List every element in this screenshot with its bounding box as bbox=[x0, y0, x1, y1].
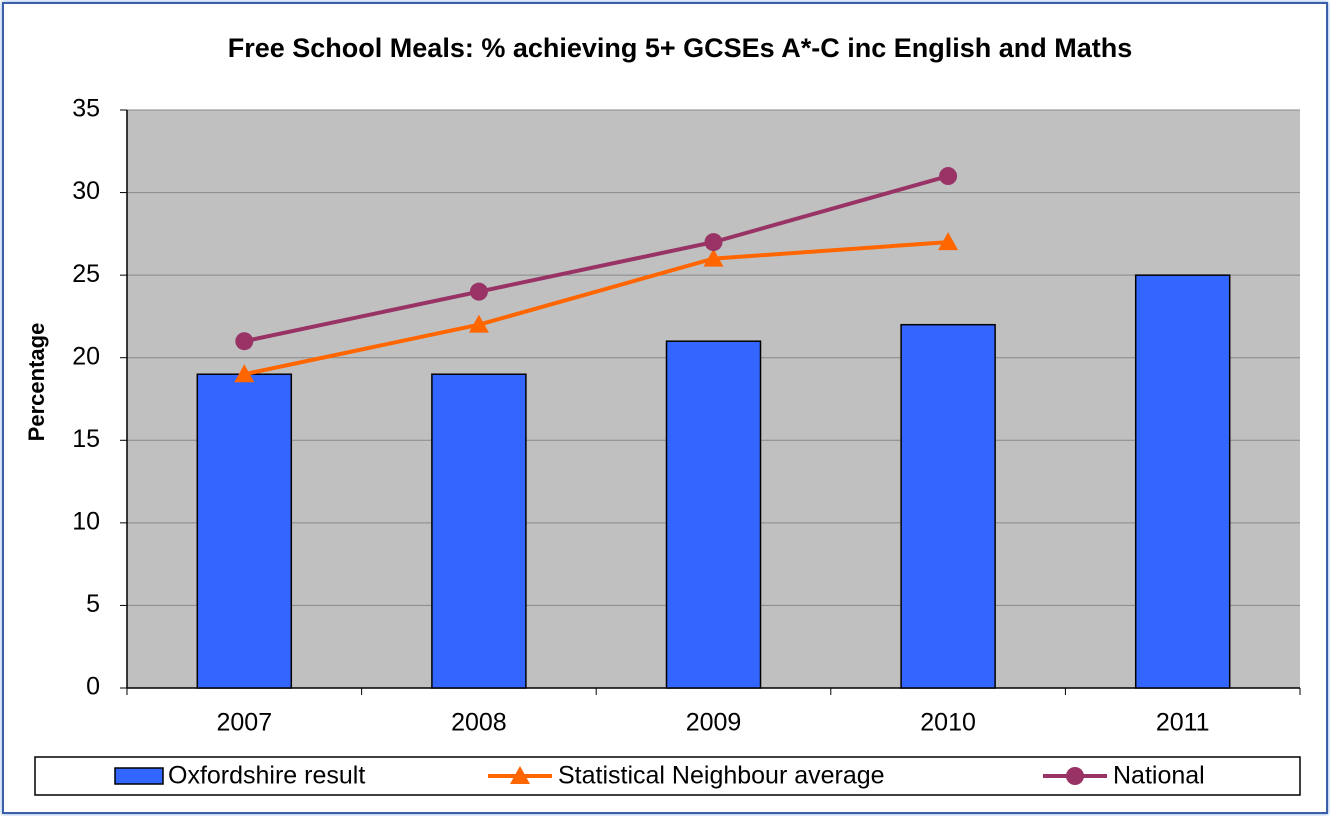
y-tick-label: 10 bbox=[72, 507, 100, 535]
legend-label: Oxfordshire result bbox=[168, 762, 365, 790]
legend-swatch bbox=[114, 767, 164, 785]
marker bbox=[939, 167, 958, 186]
y-tick-label: 5 bbox=[86, 590, 100, 618]
chart-title: Free School Meals: % achieving 5+ GCSEs … bbox=[227, 33, 1133, 63]
line bbox=[243, 240, 949, 377]
marker bbox=[468, 314, 489, 333]
x-tick-label: 2011 bbox=[1156, 709, 1210, 737]
x-tick-label: 2010 bbox=[920, 709, 976, 737]
x-tick-label: 2008 bbox=[451, 709, 507, 737]
legend-marker bbox=[510, 766, 530, 784]
x-tick-label: 2009 bbox=[686, 709, 742, 737]
y-tick-label: 35 bbox=[72, 95, 100, 123]
marker bbox=[938, 232, 959, 251]
bar bbox=[900, 323, 996, 689]
marker bbox=[235, 332, 254, 351]
bar bbox=[196, 373, 293, 689]
marker bbox=[703, 248, 724, 267]
marker bbox=[234, 364, 255, 383]
line bbox=[243, 174, 949, 344]
legend-label: Statistical Neighbour average bbox=[558, 762, 885, 790]
y-tick-label: 15 bbox=[72, 425, 100, 453]
y-tick-label: 20 bbox=[72, 342, 100, 370]
bar bbox=[665, 340, 762, 689]
y-tick-label: 30 bbox=[72, 177, 100, 205]
marker bbox=[469, 282, 488, 301]
y-tick-label: 0 bbox=[86, 673, 100, 701]
x-tick-label: 2007 bbox=[216, 709, 272, 737]
y-tick-label: 25 bbox=[72, 260, 100, 288]
marker bbox=[704, 233, 723, 252]
bar bbox=[1134, 274, 1231, 689]
bar bbox=[431, 373, 527, 689]
y-axis-label: Percentage bbox=[24, 323, 49, 442]
legend-label: National bbox=[1113, 762, 1205, 790]
legend-marker bbox=[1066, 767, 1084, 785]
